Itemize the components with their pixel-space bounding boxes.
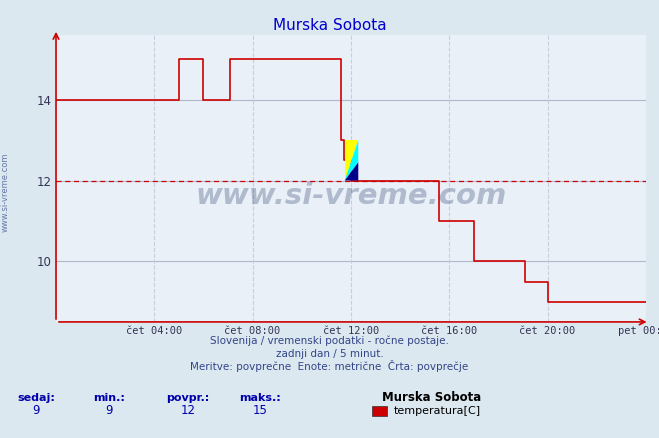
Text: 12: 12 [181,404,195,417]
Polygon shape [345,140,358,180]
Text: min.:: min.: [93,393,125,403]
Text: www.si-vreme.com: www.si-vreme.com [195,182,507,210]
Text: zadnji dan / 5 minut.: zadnji dan / 5 minut. [275,349,384,359]
Text: maks.:: maks.: [239,393,281,403]
Text: 9: 9 [32,404,40,417]
Text: Meritve: povprečne  Enote: metrične  Črta: povprečje: Meritve: povprečne Enote: metrične Črta:… [190,360,469,372]
Text: www.si-vreme.com: www.si-vreme.com [1,153,10,233]
Text: Murska Sobota: Murska Sobota [382,391,482,404]
Text: sedaj:: sedaj: [17,393,55,403]
Polygon shape [345,140,358,180]
Polygon shape [345,162,358,180]
Text: povpr.:: povpr.: [166,393,210,403]
Text: Slovenija / vremenski podatki - ročne postaje.: Slovenija / vremenski podatki - ročne po… [210,336,449,346]
Text: Murska Sobota: Murska Sobota [273,18,386,32]
Text: temperatura[C]: temperatura[C] [393,406,480,416]
Text: 9: 9 [105,404,113,417]
Text: 15: 15 [253,404,268,417]
